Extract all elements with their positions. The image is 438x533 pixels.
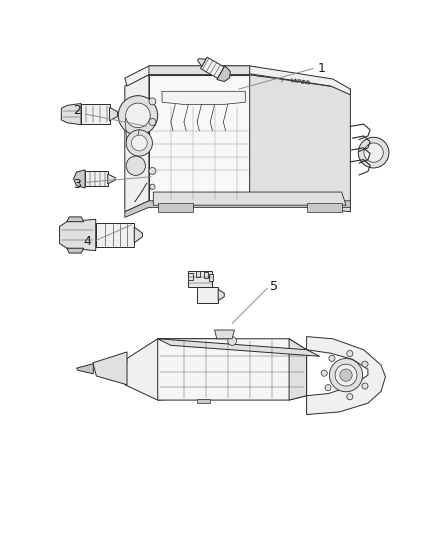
Polygon shape — [74, 170, 85, 188]
Circle shape — [118, 96, 158, 135]
Circle shape — [329, 356, 335, 361]
Polygon shape — [209, 274, 213, 281]
Circle shape — [131, 135, 147, 151]
Text: 4: 4 — [84, 235, 92, 248]
Circle shape — [362, 361, 368, 367]
Circle shape — [340, 369, 352, 381]
Circle shape — [347, 394, 353, 400]
Circle shape — [150, 184, 155, 189]
Circle shape — [126, 130, 152, 156]
Polygon shape — [188, 271, 212, 287]
Circle shape — [329, 359, 363, 392]
Circle shape — [126, 156, 145, 175]
Polygon shape — [95, 223, 134, 247]
Polygon shape — [201, 57, 224, 78]
Circle shape — [149, 167, 156, 174]
Polygon shape — [93, 352, 127, 385]
Polygon shape — [85, 171, 108, 187]
Polygon shape — [149, 66, 263, 77]
Circle shape — [358, 138, 389, 168]
Circle shape — [149, 118, 156, 125]
Bar — [197, 399, 210, 403]
Text: 5: 5 — [270, 280, 278, 293]
Text: 1: 1 — [318, 62, 326, 75]
Text: 3: 3 — [73, 178, 81, 191]
Polygon shape — [134, 227, 142, 243]
Polygon shape — [125, 339, 228, 400]
Circle shape — [149, 98, 156, 105]
Polygon shape — [125, 201, 350, 217]
Polygon shape — [218, 289, 224, 301]
Text: ✓: ✓ — [279, 78, 284, 84]
Circle shape — [126, 103, 150, 128]
Polygon shape — [125, 66, 250, 86]
Polygon shape — [61, 103, 81, 125]
Polygon shape — [60, 219, 95, 251]
Circle shape — [347, 351, 353, 357]
Polygon shape — [110, 107, 117, 121]
Polygon shape — [198, 59, 206, 67]
Polygon shape — [81, 104, 110, 124]
Polygon shape — [149, 75, 250, 201]
Bar — [158, 203, 193, 212]
Polygon shape — [204, 272, 208, 278]
Polygon shape — [188, 273, 193, 280]
Polygon shape — [67, 217, 84, 222]
Text: VIPER: VIPER — [289, 78, 311, 86]
Polygon shape — [67, 248, 84, 253]
Text: 2: 2 — [73, 103, 81, 117]
Circle shape — [362, 383, 368, 389]
Polygon shape — [158, 339, 307, 400]
Polygon shape — [215, 330, 234, 339]
Circle shape — [228, 336, 237, 345]
Polygon shape — [108, 174, 115, 184]
Polygon shape — [197, 287, 218, 303]
Polygon shape — [77, 364, 93, 374]
Circle shape — [321, 370, 327, 376]
Polygon shape — [217, 66, 230, 82]
Circle shape — [335, 364, 357, 386]
Polygon shape — [307, 336, 385, 415]
Polygon shape — [158, 339, 320, 356]
Bar — [307, 203, 342, 212]
Polygon shape — [250, 75, 350, 212]
Polygon shape — [289, 339, 307, 400]
Polygon shape — [250, 66, 350, 95]
Polygon shape — [153, 192, 346, 205]
Circle shape — [325, 385, 331, 391]
Circle shape — [364, 143, 383, 162]
Polygon shape — [125, 75, 149, 212]
Polygon shape — [162, 91, 245, 104]
Polygon shape — [196, 271, 200, 278]
